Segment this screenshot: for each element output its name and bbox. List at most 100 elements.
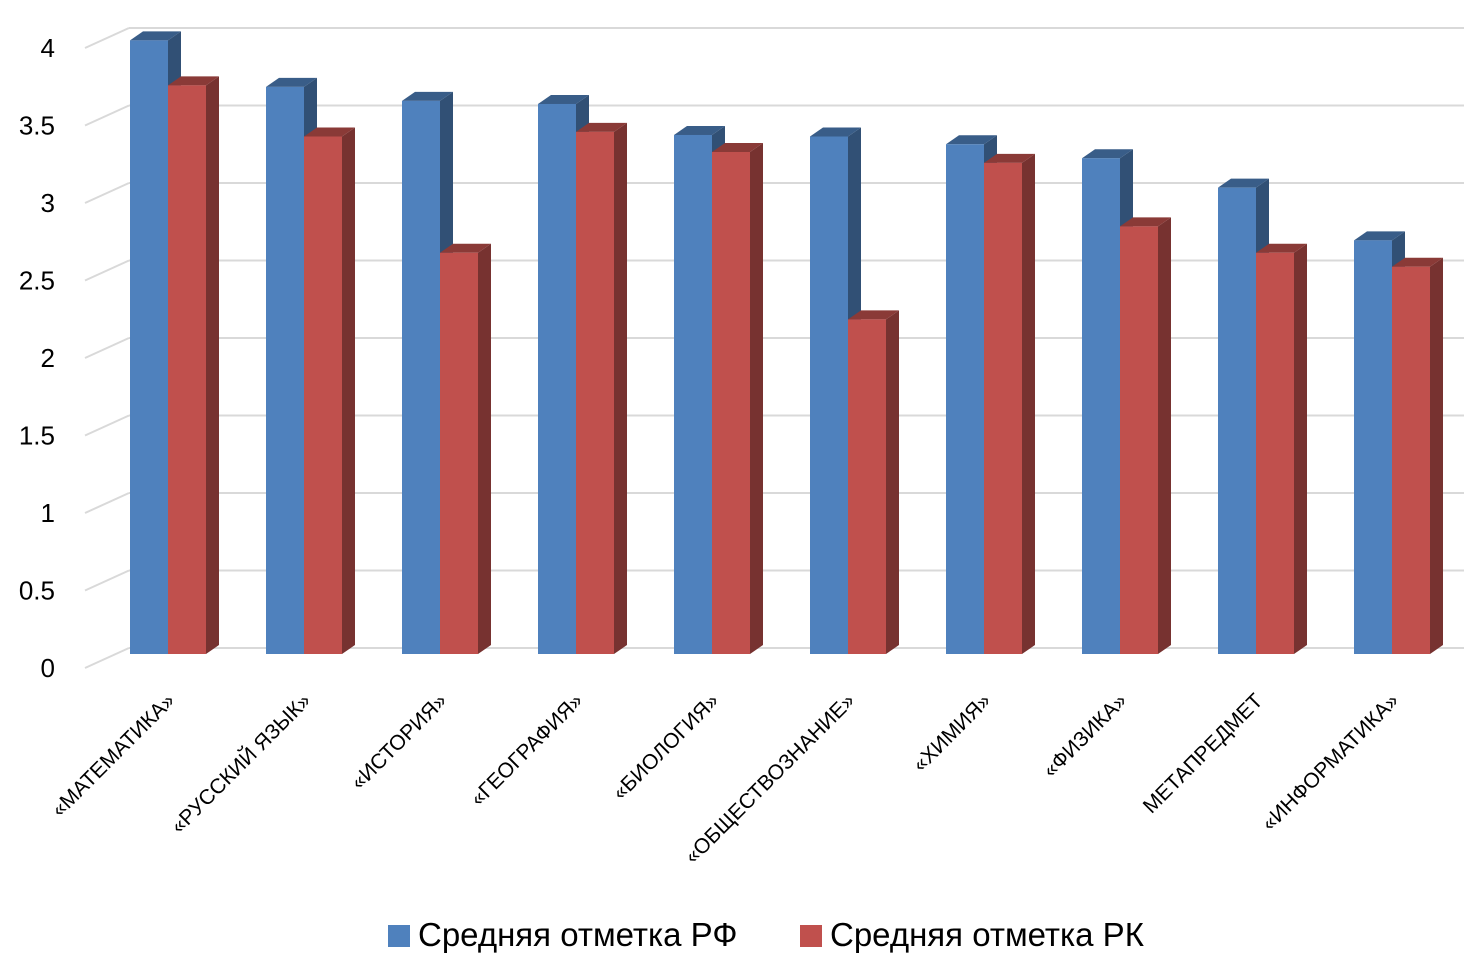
legend-item: Средняя отметка РФ [388, 916, 737, 953]
bar-front [712, 152, 750, 654]
bar-front [130, 40, 168, 654]
gridline-diag [84, 104, 130, 127]
gridline-diag [84, 647, 130, 669]
bar-front [984, 162, 1022, 654]
y-tick-label: 2 [41, 343, 55, 373]
bar-top [712, 143, 763, 152]
bar-side [1294, 243, 1307, 654]
gridline-diag [84, 492, 130, 514]
gridline-diag [84, 259, 130, 282]
bar-top [576, 122, 627, 132]
bar-top [1082, 149, 1133, 159]
x-axis-labels: «МАТЕМАТИКА»«РУССКИЙ ЯЗЫК» «ИСТОРИЯ» «ГЕОГ… [47, 689, 1403, 869]
x-category-label: «БИОЛОГИЯ» [608, 689, 723, 804]
bar-top [984, 153, 1035, 163]
bar-rk [984, 153, 1035, 654]
bar-top [810, 127, 861, 137]
bar-side [1158, 217, 1171, 654]
bar-top [304, 127, 355, 137]
bar-front [304, 136, 342, 654]
bar-front [1354, 240, 1392, 654]
bar-front [266, 86, 304, 654]
bar-rk [1120, 217, 1171, 654]
bar-front [168, 85, 206, 655]
bar-rk [576, 122, 627, 655]
bar-rk [1392, 257, 1443, 654]
legend-label: Средняя отметка РФ [418, 916, 737, 953]
x-category-label: «РУССКИЙ ЯЗЫК» [166, 689, 316, 839]
bar-front [576, 131, 614, 655]
bar-top [1354, 231, 1405, 241]
bar-top [168, 76, 219, 86]
x-category-label: «ИНФОРМАТИКА» [1257, 689, 1403, 835]
bar-top [266, 77, 317, 87]
bar-top [440, 243, 491, 253]
legend-label: Средняя отметка РК [830, 916, 1145, 953]
x-category-label: «ФИЗИКА» [1039, 689, 1132, 782]
legend-item: Средняя отметка РК [800, 916, 1145, 953]
bar-front [402, 100, 440, 655]
y-tick-label: 1.5 [19, 421, 55, 451]
bar-front [1082, 158, 1120, 654]
bar-side [750, 143, 763, 654]
gridline-diag [84, 414, 130, 437]
bars [130, 31, 1443, 655]
bar-rk [304, 127, 355, 654]
bar-side [614, 122, 627, 655]
bar-rk [168, 76, 219, 655]
bar-side [1430, 257, 1443, 654]
x-category-label: «ГЕОГРАФИЯ» [466, 689, 587, 810]
bar-rk [712, 143, 763, 654]
bar-front [1218, 187, 1256, 654]
bar-front [538, 103, 576, 654]
bar-rk [1256, 243, 1307, 654]
y-tick-label: 3 [41, 188, 55, 218]
gridline-diag [84, 569, 130, 592]
bar-front [1120, 226, 1158, 654]
bar-top [1256, 243, 1307, 253]
y-tick-label: 1 [41, 498, 55, 528]
bar-top [1392, 257, 1443, 267]
legend-swatch [800, 925, 822, 947]
bar-front [440, 252, 478, 654]
bar-side [478, 243, 491, 654]
y-tick-label: 0 [41, 653, 55, 683]
bar-rf [402, 91, 453, 655]
bar-top [538, 94, 589, 104]
bar-front [946, 144, 984, 654]
y-tick-label: 2.5 [19, 266, 55, 296]
bar-side [206, 76, 219, 655]
x-category-label: «МАТЕМАТИКА» [47, 689, 179, 821]
bar-top [674, 125, 725, 135]
bar-rk [848, 310, 899, 654]
bar-top [402, 91, 453, 101]
bar-top [1120, 217, 1171, 227]
gridline-diag [84, 182, 130, 204]
y-tick-label: 3.5 [19, 111, 55, 141]
bar-front [674, 134, 712, 654]
y-tick-label: 0.5 [19, 576, 55, 606]
bar-front [810, 136, 848, 654]
legend-swatch [388, 925, 410, 947]
gridline-diag [84, 27, 130, 49]
bar-side [886, 310, 899, 654]
bar-top [1218, 178, 1269, 188]
bar-front [1392, 266, 1430, 654]
bar-front [1256, 252, 1294, 654]
bar-top [130, 31, 181, 41]
bar-rk [440, 243, 491, 654]
bar-side [1022, 153, 1035, 654]
bar-front [848, 319, 886, 654]
y-tick-label: 4 [41, 33, 55, 63]
legend: Средняя отметка РФ Средняя отметка РК [388, 916, 1145, 953]
y-axis-ticks: 0 0.5 1 1.5 2 2.5 3 3.5 4 [19, 33, 55, 683]
x-category-label: МЕТАПРЕДМЕТ [1139, 689, 1268, 818]
gridline-diag [84, 337, 130, 359]
bar-top [946, 135, 997, 145]
x-category-label: «ХИМИЯ» [908, 689, 995, 776]
bar-top [848, 310, 899, 320]
bar-side [342, 127, 355, 654]
x-category-label: «ИСТОРИЯ» [347, 689, 452, 794]
